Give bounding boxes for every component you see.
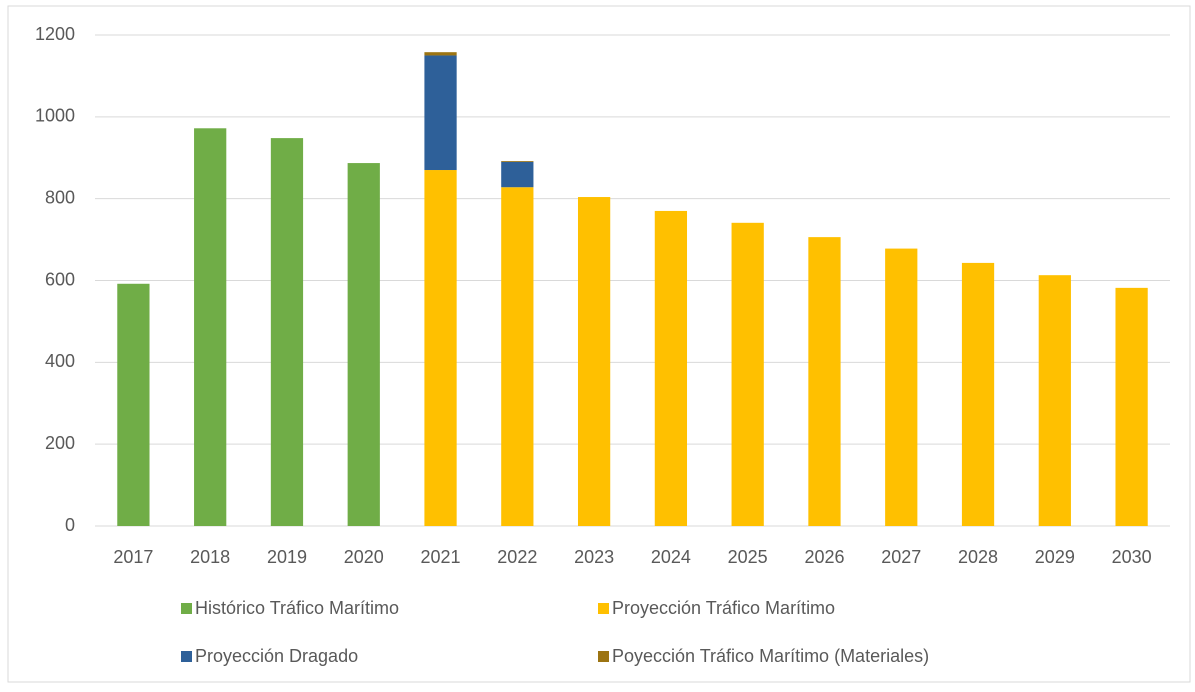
y-tick-label: 600 (45, 269, 75, 289)
bar-segment (424, 52, 457, 56)
x-tick-label: 2019 (267, 547, 307, 567)
x-tick-label: 2017 (113, 547, 153, 567)
bar-segment (194, 128, 227, 527)
x-tick-label: 2020 (344, 547, 384, 567)
legend-label: Histórico Tráfico Marítimo (195, 598, 399, 618)
bar-segment (424, 170, 457, 526)
legend-swatch (181, 603, 192, 614)
x-tick-label: 2029 (1035, 547, 1075, 567)
x-tick-label: 2028 (958, 547, 998, 567)
bar-segment (731, 222, 764, 526)
bar-segment (885, 248, 918, 526)
legend-label: Proyección Tráfico Marítimo (612, 598, 835, 618)
x-tick-label: 2025 (728, 547, 768, 567)
x-tick-label: 2023 (574, 547, 614, 567)
legend-swatch (598, 603, 609, 614)
bar-segment (1038, 275, 1071, 526)
bar-segment (117, 283, 150, 526)
legend-swatch (181, 651, 192, 662)
y-tick-label: 1200 (35, 24, 75, 44)
bar-segment (577, 197, 611, 526)
bar-segment (501, 161, 534, 188)
x-tick-label: 2026 (804, 547, 844, 567)
bar-segment (424, 55, 457, 171)
y-tick-label: 200 (45, 433, 75, 453)
y-tick-label: 400 (45, 351, 75, 371)
x-tick-label: 2024 (651, 547, 691, 567)
x-tick-label: 2022 (497, 547, 537, 567)
legend-label: Poyección Tráfico Marítimo (Materiales) (612, 646, 929, 666)
bar-segment (270, 138, 304, 527)
bar-segment (808, 237, 841, 526)
x-tick-label: 2018 (190, 547, 230, 567)
bar-segment (347, 163, 380, 527)
bar-segment (654, 210, 688, 527)
legend-label: Proyección Dragado (195, 646, 358, 666)
x-tick-label: 2027 (881, 547, 921, 567)
x-tick-label: 2030 (1112, 547, 1152, 567)
legend-swatch (598, 651, 609, 662)
x-tick-label: 2021 (421, 547, 461, 567)
y-tick-label: 800 (45, 187, 75, 207)
y-tick-label: 1000 (35, 106, 75, 126)
bar-segment (1115, 287, 1148, 526)
bar-segment (501, 161, 534, 162)
bar-segment (501, 187, 534, 526)
bar-segment (961, 262, 995, 526)
y-tick-label: 0 (65, 515, 75, 535)
